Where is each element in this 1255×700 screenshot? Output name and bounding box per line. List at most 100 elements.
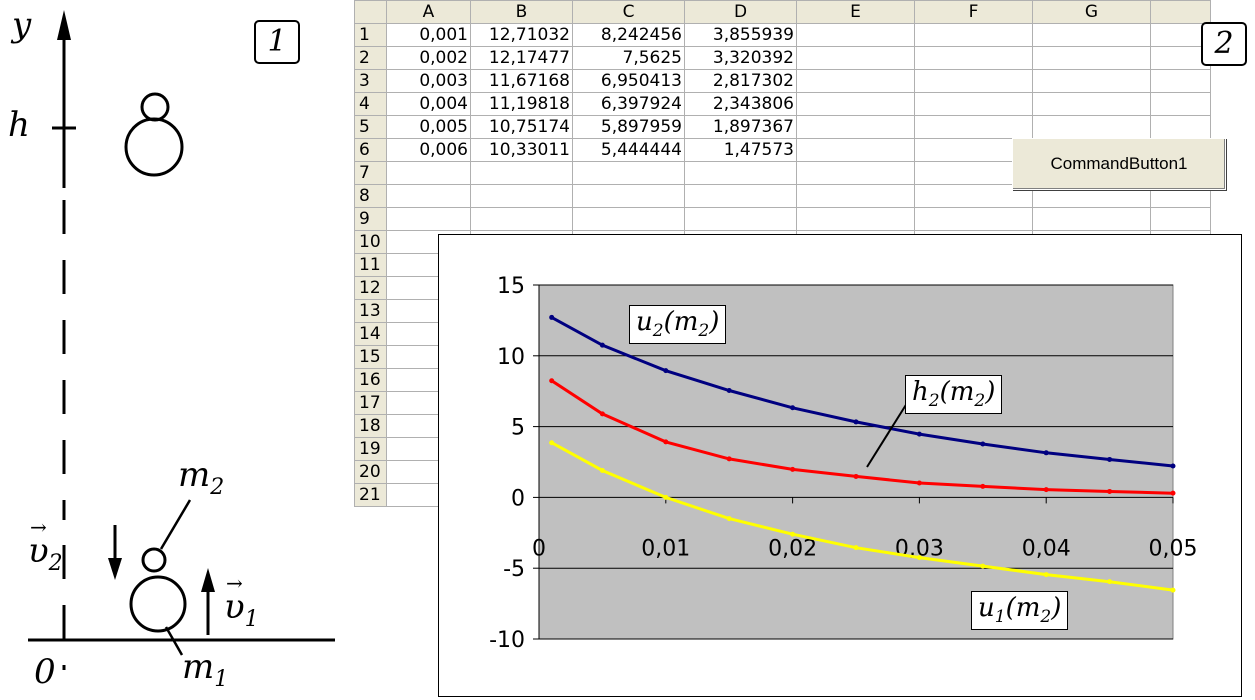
cell-c[interactable]: 5,897959 (572, 115, 685, 139)
series-point-2 (1170, 587, 1176, 593)
cell-empty[interactable] (914, 46, 1033, 70)
cell-c[interactable]: 7,5625 (572, 46, 685, 70)
cell-empty[interactable] (914, 115, 1033, 139)
chart-object[interactable]: 15 10 5 0 -5 -10 0 0,01 0,02 0,03 0,04 0,05 u2(m2) … (438, 234, 1242, 697)
cell-empty[interactable] (1150, 207, 1211, 231)
cell-d[interactable]: 2,343806 (684, 92, 797, 116)
cell-empty[interactable] (1150, 46, 1211, 70)
select-all-corner[interactable] (354, 0, 387, 24)
cell-d[interactable] (684, 184, 797, 208)
cell-c[interactable]: 8,242456 (572, 23, 685, 47)
cell-empty[interactable] (1032, 23, 1151, 47)
cell-d[interactable]: 3,855939 (684, 23, 797, 47)
cell-d[interactable]: 2,817302 (684, 69, 797, 93)
series-point-1 (980, 483, 986, 489)
cell-empty[interactable] (796, 207, 915, 231)
row-header[interactable]: 3 (354, 69, 387, 93)
column-header-d[interactable]: D (684, 0, 797, 24)
cell-b[interactable]: 11,19818 (470, 92, 573, 116)
cell-empty[interactable] (1150, 92, 1211, 116)
cell-empty[interactable] (1032, 46, 1151, 70)
cell-empty[interactable] (796, 115, 915, 139)
row-header[interactable]: 15 (354, 345, 387, 369)
cell-empty[interactable] (1032, 69, 1151, 93)
cell-c[interactable]: 5,444444 (572, 138, 685, 162)
row-header[interactable]: 2 (354, 46, 387, 70)
cell-empty[interactable] (1032, 207, 1151, 231)
command-button-1[interactable]: CommandButton1 (1012, 138, 1226, 190)
row-header[interactable]: 12 (354, 276, 387, 300)
cell-d[interactable] (684, 161, 797, 185)
cell-a[interactable]: 0,004 (386, 92, 471, 116)
cell-b[interactable] (470, 207, 573, 231)
cell-a[interactable]: 0,001 (386, 23, 471, 47)
row-header[interactable]: 20 (354, 460, 387, 484)
row-header[interactable]: 8 (354, 184, 387, 208)
cell-a[interactable] (386, 161, 471, 185)
cell-empty[interactable] (1150, 23, 1211, 47)
cell-b[interactable]: 11,67168 (470, 69, 573, 93)
cell-b[interactable]: 10,33011 (470, 138, 573, 162)
cell-c[interactable] (572, 207, 685, 231)
cell-empty[interactable] (1150, 115, 1211, 139)
cell-a[interactable]: 0,003 (386, 69, 471, 93)
cell-d[interactable]: 1,47573 (684, 138, 797, 162)
cell-c[interactable] (572, 161, 685, 185)
row-header[interactable]: 14 (354, 322, 387, 346)
row-header[interactable]: 13 (354, 299, 387, 323)
cell-a[interactable] (386, 184, 471, 208)
row-header[interactable]: 5 (354, 115, 387, 139)
cell-b[interactable]: 12,71032 (470, 23, 573, 47)
cell-a[interactable]: 0,006 (386, 138, 471, 162)
cell-empty[interactable] (796, 92, 915, 116)
cell-empty[interactable] (914, 69, 1033, 93)
row-header[interactable]: 7 (354, 161, 387, 185)
series-point-0 (916, 431, 922, 437)
row-header[interactable]: 19 (354, 437, 387, 461)
row-header[interactable]: 18 (354, 414, 387, 438)
series-point-2 (549, 440, 555, 446)
row-header[interactable]: 6 (354, 138, 387, 162)
column-header-a[interactable]: A (386, 0, 471, 24)
cell-empty[interactable] (914, 207, 1033, 231)
cell-empty[interactable] (796, 184, 915, 208)
column-header-c[interactable]: C (572, 0, 685, 24)
row-header[interactable]: 1 (354, 23, 387, 47)
row-header[interactable]: 4 (354, 92, 387, 116)
cell-d[interactable] (684, 207, 797, 231)
cell-empty[interactable] (796, 161, 915, 185)
cell-empty[interactable] (1032, 115, 1151, 139)
cell-empty[interactable] (1032, 92, 1151, 116)
cell-c[interactable]: 6,950413 (572, 69, 685, 93)
cell-d[interactable]: 3,320392 (684, 46, 797, 70)
row-header[interactable]: 10 (354, 230, 387, 254)
cell-c[interactable] (572, 184, 685, 208)
cell-empty[interactable] (796, 69, 915, 93)
cell-a[interactable]: 0,005 (386, 115, 471, 139)
cell-a[interactable]: 0,002 (386, 46, 471, 70)
column-header-f[interactable]: F (914, 0, 1033, 24)
cell-empty[interactable] (914, 92, 1033, 116)
row-header[interactable]: 17 (354, 391, 387, 415)
row-header[interactable]: 9 (354, 207, 387, 231)
cell-empty[interactable] (796, 23, 915, 47)
cell-a[interactable] (386, 207, 471, 231)
cell-empty[interactable] (1150, 69, 1211, 93)
cell-b[interactable] (470, 161, 573, 185)
column-header-g[interactable]: G (1032, 0, 1151, 24)
cell-c[interactable]: 6,397924 (572, 92, 685, 116)
row-header[interactable]: 16 (354, 368, 387, 392)
cell-empty[interactable] (796, 46, 915, 70)
row-header[interactable]: 11 (354, 253, 387, 277)
cell-b[interactable]: 10,75174 (470, 115, 573, 139)
column-header-e[interactable]: E (796, 0, 915, 24)
cell-empty[interactable] (914, 23, 1033, 47)
column-header-b[interactable]: B (470, 0, 573, 24)
cell-empty[interactable] (796, 138, 915, 162)
m2-label: m2 (178, 455, 225, 500)
column-header-h[interactable] (1150, 0, 1211, 24)
row-header[interactable]: 21 (354, 483, 387, 507)
cell-b[interactable] (470, 184, 573, 208)
cell-b[interactable]: 12,17477 (470, 46, 573, 70)
cell-d[interactable]: 1,897367 (684, 115, 797, 139)
